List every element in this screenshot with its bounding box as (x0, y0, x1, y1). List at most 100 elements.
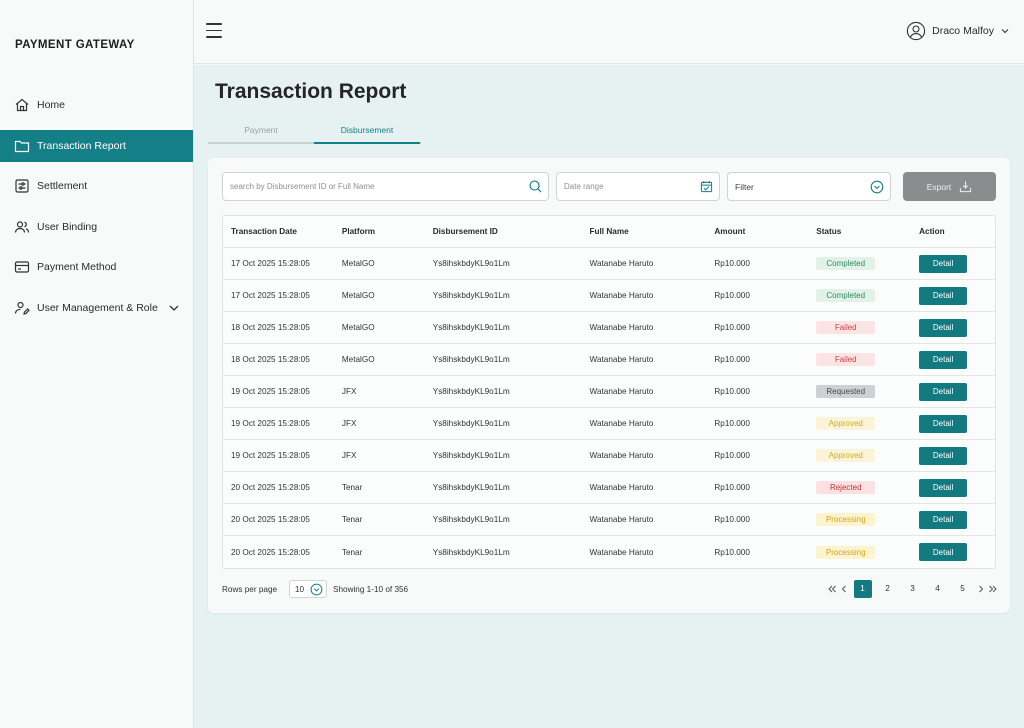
cell-disbursement-id: Ys8ihskbdyKL9o1Lm (432, 387, 510, 396)
sidebar-item-payment-method[interactable]: Payment Method (0, 251, 193, 283)
cell-amount: Rp10.000 (714, 291, 750, 300)
page-number-button[interactable]: 2 (885, 584, 890, 593)
cell-action: Detail (917, 478, 995, 497)
chevron-down-icon[interactable] (167, 301, 181, 315)
main-content: Transaction Report Payment Disbursement … (194, 65, 1024, 728)
search-icon[interactable] (528, 179, 543, 194)
cell-disbursement-id: Ys8ihskbdyKL9o1Lm (432, 323, 510, 332)
page-number-button[interactable]: 1 (853, 580, 872, 598)
sidebar-item-label: User Management & Role (37, 301, 158, 314)
first-page-icon[interactable] (826, 582, 838, 596)
detail-button[interactable]: Detail (919, 382, 968, 401)
detail-button[interactable]: Detail (919, 350, 968, 369)
pagination: 1 2 3 4 5 (826, 580, 999, 598)
transaction-table: Transaction Date Platform Disbursement I… (222, 215, 996, 569)
cell-action: Detail (917, 254, 995, 273)
page-number-button[interactable]: 4 (935, 584, 940, 593)
prev-page-icon[interactable] (838, 582, 850, 596)
status-badge: Approved (816, 417, 876, 430)
status-badge: Approved (816, 449, 876, 462)
cell-status: Failed (816, 321, 917, 334)
detail-button[interactable]: Detail (919, 286, 968, 305)
column-header-status[interactable]: Status (816, 227, 842, 236)
cell-platform: Tenar (341, 515, 363, 524)
sidebar-item-label: Settlement (37, 180, 88, 193)
cell-full-name: Watanabe Haruto (589, 483, 654, 492)
table-row: 19 Oct 2025 15:28:05 JFX Ys8ihskbdyKL9o1Lm… (223, 440, 995, 472)
cell-amount: Rp10.000 (714, 515, 750, 524)
settlement-icon (13, 177, 31, 195)
user-avatar-icon (906, 21, 926, 41)
report-card: Filter Export Transaction Date Platform … (208, 158, 1010, 613)
column-header-amount[interactable]: Amount (714, 227, 746, 236)
sidebar-item-user-binding[interactable]: User Binding (0, 211, 193, 243)
detail-button[interactable]: Detail (919, 510, 968, 529)
column-header-transaction-date[interactable]: Transaction Date (231, 227, 297, 236)
detail-button[interactable]: Detail (919, 414, 968, 433)
cell-platform: Tenar (341, 483, 363, 492)
rows-per-page-select[interactable]: 10 (289, 580, 327, 598)
cell-action: Detail (917, 446, 995, 465)
cell-disbursement-id: Ys8ihskbdyKL9o1Lm (432, 547, 510, 557)
search-box (222, 172, 549, 201)
date-range-input[interactable] (557, 173, 687, 200)
calendar-icon[interactable] (700, 180, 713, 193)
cell-platform: JFX (341, 419, 357, 428)
table-row: 17 Oct 2025 15:28:05 MetalGO Ys8ihskbdyKL9… (223, 280, 995, 312)
top-header: Draco Malfoy (194, 0, 1024, 64)
detail-button[interactable]: Detail (919, 446, 968, 465)
table-row: 20 Oct 2025 15:28:05 Tenar Ys8ihskbdyKL9o1… (223, 504, 995, 536)
table-row: 19 Oct 2025 15:28:05 JFX Ys8ihskbdyKL9o1Lm… (223, 408, 995, 440)
tab-disbursement[interactable]: Disbursement (314, 123, 420, 144)
tab-payment[interactable]: Payment (244, 125, 278, 135)
export-button[interactable]: Export (903, 172, 996, 201)
column-header-full-name[interactable]: Full Name (589, 227, 629, 236)
sidebar-item-home[interactable]: Home (0, 89, 193, 121)
detail-button[interactable]: Detail (919, 543, 968, 561)
cell-transaction-date: 19 Oct 2025 15:28:05 (231, 419, 310, 428)
cell-amount: Rp10.000 (714, 387, 750, 396)
cell-transaction-date: 18 Oct 2025 15:28:05 (231, 323, 310, 332)
column-header-platform[interactable]: Platform (341, 227, 376, 236)
cell-full-name: Watanabe Haruto (589, 291, 654, 300)
cell-full-name: Watanabe Haruto (589, 259, 654, 268)
cell-action: Detail (917, 382, 995, 401)
filter-dropdown[interactable]: Filter (727, 172, 891, 201)
sidebar-item-settlement[interactable]: Settlement (0, 170, 193, 202)
sidebar-nav: Home Transaction Report Settlement User … (0, 89, 193, 333)
status-badge: Failed (816, 353, 876, 366)
rows-per-page-value: 10 (295, 585, 305, 594)
cell-status: Failed (816, 353, 917, 366)
hamburger-menu-icon[interactable] (206, 23, 222, 41)
cell-platform: JFX (341, 387, 357, 396)
cell-status: Approved (816, 449, 917, 462)
users-icon (13, 218, 31, 236)
card-icon (13, 258, 31, 276)
sidebar-item-user-management[interactable]: User Management & Role (0, 292, 193, 324)
detail-button[interactable]: Detail (919, 478, 968, 497)
user-menu[interactable]: Draco Malfoy (906, 21, 1010, 41)
column-header-disbursement-id[interactable]: Disbursement ID (432, 227, 498, 236)
cell-status: Processing (816, 545, 917, 559)
page-number-button[interactable]: 5 (960, 584, 965, 593)
table-row: 20 Oct 2025 15:28:05 Tenar Ys8ihskbdyKL9o1… (223, 472, 995, 504)
cell-full-name: Watanabe Haruto (589, 323, 654, 332)
export-label: Export (926, 181, 952, 192)
cell-status: Rejected (816, 481, 917, 494)
detail-button[interactable]: Detail (919, 318, 968, 337)
detail-button[interactable]: Detail (919, 254, 968, 273)
sidebar-item-label: Home (37, 99, 66, 111)
folder-icon (13, 137, 31, 155)
page-number-button[interactable]: 3 (910, 584, 915, 593)
cell-platform: MetalGO (341, 355, 375, 364)
sidebar-item-transaction-report[interactable]: Transaction Report (0, 129, 193, 162)
search-input[interactable] (223, 173, 513, 200)
next-page-icon[interactable] (975, 582, 987, 596)
cell-status: Approved (816, 417, 917, 430)
table-row: 18 Oct 2025 15:28:05 MetalGO Ys8ihskbdyKL9… (223, 312, 995, 344)
last-page-icon[interactable] (987, 582, 999, 596)
brand-logo-text: PAYMENT GATEWAY (15, 39, 135, 51)
cell-full-name: Watanabe Haruto (589, 355, 654, 364)
cell-action: Detail (917, 350, 995, 369)
status-badge: Rejected (816, 481, 876, 494)
